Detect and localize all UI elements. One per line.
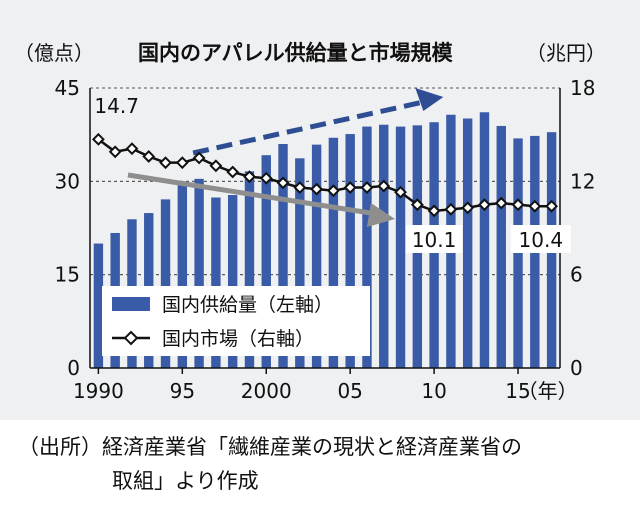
y-left-tick-45: 45 bbox=[55, 76, 80, 100]
trend-up-arrow-head bbox=[415, 88, 444, 111]
source-note: （出所）経済産業省「繊維産業の現状と経済産業省の 取組」より作成 bbox=[18, 430, 628, 498]
line-point-2010 bbox=[427, 204, 441, 218]
bar-2013 bbox=[479, 112, 490, 369]
line-point-2001 bbox=[276, 176, 290, 190]
line-point-2005 bbox=[343, 181, 357, 194]
bar-2008 bbox=[395, 126, 406, 368]
bar-2000 bbox=[261, 155, 271, 368]
bar-2004 bbox=[328, 137, 339, 368]
bar-1990 bbox=[93, 243, 104, 368]
line-point-2016 bbox=[528, 199, 542, 213]
chart-svg: （億点） 国内のアパレル供給量と市場規模 （兆円） 01530450612181… bbox=[14, 41, 606, 403]
data-label-start: 14.7 bbox=[94, 94, 139, 118]
line-point-2015 bbox=[511, 198, 525, 212]
line-point-1994 bbox=[159, 156, 172, 170]
axes bbox=[89, 88, 561, 374]
legend-line-marker bbox=[123, 330, 139, 346]
y-left-tick-30: 30 bbox=[55, 169, 80, 193]
bar-2012 bbox=[462, 118, 473, 368]
x-tick-label-95: 95 bbox=[170, 379, 195, 403]
bar-2015 bbox=[513, 138, 523, 368]
line-point-2014 bbox=[494, 196, 508, 210]
y-right-tick-6: 6 bbox=[570, 263, 583, 287]
x-tick-label-10: 10 bbox=[421, 379, 446, 403]
legend-line-label: 国内市場（右軸） bbox=[162, 328, 314, 350]
trend-arrows bbox=[127, 88, 444, 227]
line-point-2000 bbox=[259, 171, 273, 185]
x-tick-label-15: 15 bbox=[505, 379, 530, 403]
bar-2003 bbox=[311, 144, 322, 368]
line-point-1995 bbox=[175, 156, 189, 170]
line-point-1997 bbox=[209, 159, 223, 173]
line-point-1991 bbox=[108, 145, 122, 159]
line-point-2006 bbox=[360, 181, 374, 194]
legend: 国内供給量（左軸） 国内市場（右軸） bbox=[102, 286, 370, 356]
line-point-2013 bbox=[478, 198, 491, 212]
line-point-1992 bbox=[125, 142, 139, 156]
trend-down-arrow-shaft bbox=[127, 172, 378, 217]
line-point-2007 bbox=[377, 179, 391, 193]
line-point-2002 bbox=[293, 181, 307, 194]
line-point-2003 bbox=[310, 182, 324, 196]
trend-down-arrow-head bbox=[366, 203, 395, 227]
line-point-2012 bbox=[461, 201, 475, 215]
trend-up-arrow-shaft bbox=[192, 99, 424, 156]
bar-2014 bbox=[496, 125, 506, 368]
x-axis-unit-label: （年） bbox=[518, 379, 578, 403]
line-point-2009 bbox=[410, 198, 424, 212]
line-point-1993 bbox=[142, 150, 156, 163]
source-line-2: 取組」より作成 bbox=[112, 469, 259, 493]
line-point-2004 bbox=[326, 184, 340, 198]
data-label-end-bg bbox=[510, 225, 571, 253]
line-point-2017 bbox=[545, 199, 559, 213]
line-point-2011 bbox=[444, 202, 458, 216]
data-labels: 14.7 10.1 10.4 bbox=[94, 94, 571, 253]
data-label-2010-bg bbox=[406, 225, 463, 253]
line-series bbox=[91, 132, 559, 218]
y-right-tick-12: 12 bbox=[570, 169, 595, 193]
line-point-1998 bbox=[226, 165, 240, 179]
bar-1996 bbox=[194, 178, 204, 368]
chart-title: 国内のアパレル供給量と市場規模 bbox=[138, 41, 454, 65]
bar-2007 bbox=[379, 124, 389, 368]
bar-1998 bbox=[227, 195, 238, 368]
y-right-axis-label: （兆円） bbox=[526, 41, 606, 65]
line-point-1999 bbox=[243, 170, 256, 184]
x-tick-label-2000: 2000 bbox=[241, 379, 292, 403]
y-left-tick-0: 0 bbox=[67, 356, 80, 380]
bar-1997 bbox=[211, 197, 221, 368]
line-point-2008 bbox=[394, 185, 407, 199]
data-label-end: 10.4 bbox=[519, 228, 564, 252]
bar-1995 bbox=[177, 181, 188, 368]
legend-bar-swatch bbox=[112, 297, 150, 311]
y-left-tick-15: 15 bbox=[55, 263, 80, 287]
data-label-2010: 10.1 bbox=[412, 228, 457, 252]
legend-bar-label: 国内供給量（左軸） bbox=[162, 294, 333, 316]
x-tick-label-05: 05 bbox=[337, 379, 362, 403]
y-right-tick-0: 0 bbox=[570, 356, 583, 380]
bar-2006 bbox=[362, 126, 372, 368]
y-left-axis-label: （億点） bbox=[14, 41, 94, 65]
bar-2005 bbox=[345, 134, 355, 368]
bar-2001 bbox=[278, 144, 288, 368]
line-point-1990 bbox=[91, 132, 105, 146]
bar-1994 bbox=[160, 199, 171, 368]
x-tick-label-1990: 1990 bbox=[73, 379, 124, 403]
source-line-1: （出所）経済産業省「繊維産業の現状と経済産業省の bbox=[18, 435, 522, 459]
line-market-path bbox=[97, 138, 552, 213]
bar-2002 bbox=[295, 158, 305, 368]
y-right-tick-18: 18 bbox=[570, 76, 595, 100]
line-point-1996 bbox=[192, 151, 206, 165]
bar-1999 bbox=[244, 171, 255, 368]
chart-figure: （億点） 国内のアパレル供給量と市場規模 （兆円） 0 15 30 45 0 6 12 18 1… bbox=[0, 0, 640, 420]
